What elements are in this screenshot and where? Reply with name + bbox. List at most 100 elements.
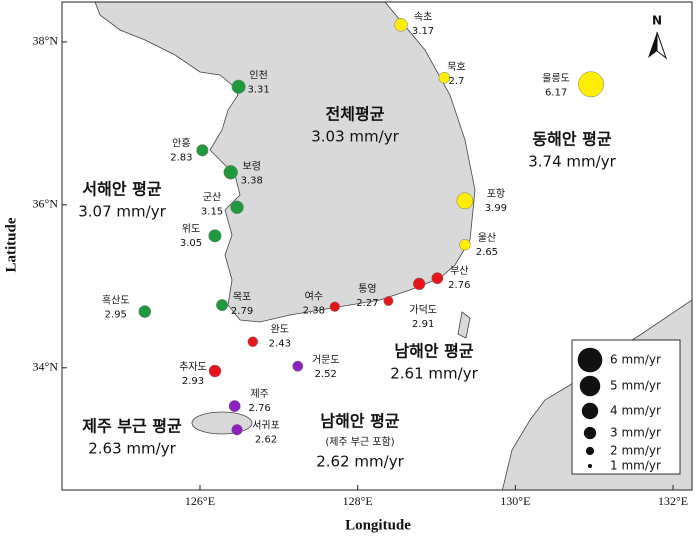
station-name: 부산	[450, 265, 468, 277]
station-marker	[431, 272, 444, 285]
average-title: 제주 부근 평균	[82, 417, 182, 436]
average-value: 3.03 mm/yr	[311, 128, 399, 146]
station-value: 2.65	[476, 247, 498, 258]
legend-marker	[585, 446, 595, 456]
station-marker	[578, 71, 604, 98]
average-value: 2.61 mm/yr	[390, 365, 478, 383]
station-value: 2.43	[269, 339, 291, 350]
legend-label: 1 mm/yr	[610, 459, 661, 473]
station-value: 2.95	[105, 310, 127, 321]
x-axis-title: Longitude	[345, 517, 411, 533]
station-value: 2.93	[182, 376, 204, 387]
station-marker	[196, 144, 209, 157]
average-title: 동해안 평균	[532, 130, 611, 149]
station-value: 2.83	[170, 152, 192, 163]
station-marker	[231, 79, 246, 94]
x-tick-label: 130°E	[500, 494, 530, 508]
station-marker	[412, 277, 426, 291]
station-marker	[230, 200, 244, 215]
station-value: 2.7	[448, 76, 464, 87]
station-value: 2.91	[412, 319, 434, 330]
station-name: 묵호	[447, 61, 465, 73]
station-marker	[247, 336, 259, 347]
station-marker	[329, 301, 340, 312]
station-value: 2.27	[356, 298, 378, 309]
station-name: 보령	[243, 160, 261, 172]
station-marker	[231, 424, 243, 436]
station-name: 서귀포	[252, 420, 280, 432]
station-marker	[223, 165, 238, 180]
station-name: 군산	[203, 191, 221, 203]
station-value: 3.17	[412, 26, 434, 37]
average-value: 2.63 mm/yr	[88, 440, 176, 458]
station-marker	[208, 364, 222, 378]
station-name: 제주	[250, 388, 268, 400]
station-marker	[438, 71, 451, 84]
station-marker	[456, 192, 474, 210]
y-tick-label: 36°N	[33, 197, 59, 211]
station-name: 가덕도	[409, 304, 437, 316]
station-value: 2.62	[255, 435, 277, 446]
station-marker	[383, 296, 394, 306]
station-value: 3.38	[241, 175, 263, 186]
x-tick-label: 132°E	[658, 494, 688, 508]
average-value: 2.62 mm/yr	[316, 453, 404, 471]
station-name: 위도	[182, 222, 200, 235]
average-title: 남해안 평균	[394, 342, 473, 361]
x-tick-label: 126°E	[185, 494, 215, 508]
station-marker	[394, 18, 408, 32]
station-marker	[138, 305, 152, 318]
average-title: 전체평균	[326, 105, 385, 124]
legend-marker	[577, 347, 603, 373]
y-tick-label: 38°N	[33, 34, 59, 48]
station-value: 6.17	[545, 87, 567, 98]
station-name: 속초	[414, 11, 432, 23]
station-value: 3.15	[201, 206, 223, 217]
station-value: 3.99	[485, 203, 507, 214]
y-axis-title: Latitude	[3, 217, 19, 272]
station-name: 안흥	[172, 136, 190, 149]
average-title: 서해안 평균	[82, 180, 161, 199]
frame	[61, 1, 693, 491]
station-value: 3.05	[180, 238, 202, 249]
station-marker	[208, 229, 222, 243]
station-name: 여수	[305, 291, 323, 303]
legend-marker	[583, 426, 597, 440]
station-value: 2.52	[315, 369, 337, 380]
station-name: 목포	[233, 291, 251, 303]
x-tick-label: 128°E	[343, 494, 373, 508]
legend-label: 6 mm/yr	[610, 353, 661, 367]
station-value: 2.79	[231, 306, 253, 317]
station-marker	[459, 239, 471, 251]
station-name: 거문도	[312, 354, 340, 366]
station-marker	[228, 400, 241, 412]
legend-label: 3 mm/yr	[610, 426, 661, 440]
station-marker	[292, 360, 304, 372]
legend-label: 2 mm/yr	[610, 444, 661, 458]
station-marker	[216, 299, 229, 312]
station-name: 흑산도	[102, 294, 130, 307]
station-name: 통영	[358, 283, 376, 295]
station-name: 인천	[249, 70, 267, 82]
north-arrow: N	[648, 14, 668, 60]
average-value: 3.07 mm/yr	[78, 203, 166, 221]
average-title: 남해안 평균	[320, 412, 399, 431]
average-value: 3.74 mm/yr	[528, 153, 616, 171]
legend-label: 4 mm/yr	[610, 404, 661, 418]
north-label: N	[652, 14, 662, 28]
legend-marker	[581, 402, 599, 420]
station-value: 2.76	[249, 403, 271, 414]
station-name: 완도	[271, 324, 289, 336]
station-value: 2.76	[448, 280, 470, 291]
station-name: 포항	[487, 188, 505, 200]
average-note: (제주 부근 포함)	[325, 436, 394, 448]
station-value: 3.31	[247, 85, 269, 96]
station-name: 추자도	[179, 361, 207, 373]
legend-label: 5 mm/yr	[610, 379, 661, 393]
station-value: 2.38	[303, 306, 325, 317]
legend-marker	[579, 375, 601, 397]
station-name: 울릉도	[542, 72, 570, 84]
station-name: 울산	[478, 232, 496, 244]
y-tick-label: 34°N	[33, 360, 59, 374]
